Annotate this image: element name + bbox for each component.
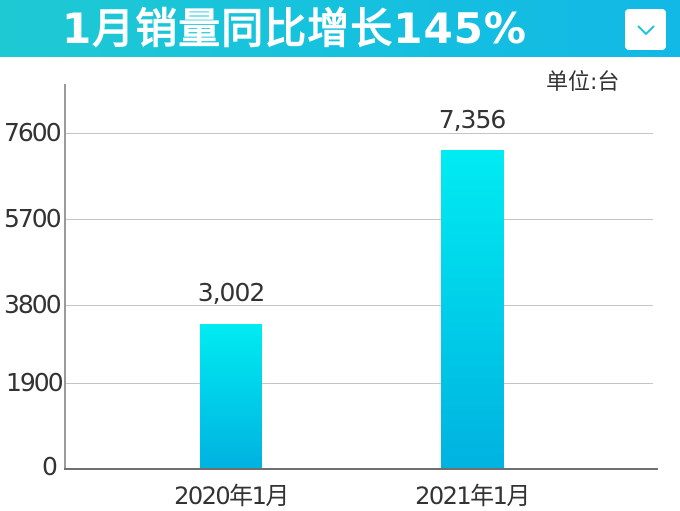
x-category-label: 2021年1月 — [415, 482, 530, 510]
x-axis — [64, 468, 658, 470]
y-tick-label: 5700 — [4, 204, 62, 233]
y-tick-label: 3800 — [4, 290, 62, 319]
bar-2020-jan — [200, 324, 262, 469]
y-tick-label: 7600 — [4, 118, 62, 147]
unit-label: 单位:台 — [546, 70, 620, 95]
bar-value-label: 3,002 — [197, 278, 266, 307]
gridline-5700 — [66, 219, 653, 220]
y-axis — [64, 84, 66, 470]
dropdown-button[interactable] — [625, 9, 666, 50]
gridline-3800 — [66, 305, 653, 306]
bar-2021-jan — [441, 150, 504, 469]
bar-value-label: 7,356 — [438, 105, 507, 134]
x-category-label: 2020年1月 — [174, 482, 289, 510]
gridline-7600 — [66, 133, 653, 134]
chart-title: 1月销量同比增长145% — [62, 4, 527, 53]
y-tick-label: 1900 — [6, 368, 64, 397]
gridline-1900 — [66, 383, 653, 384]
chevron-down-icon — [636, 24, 655, 35]
y-tick-label: 0 — [42, 452, 58, 481]
title-banner: 1月销量同比增长145% — [0, 0, 680, 57]
